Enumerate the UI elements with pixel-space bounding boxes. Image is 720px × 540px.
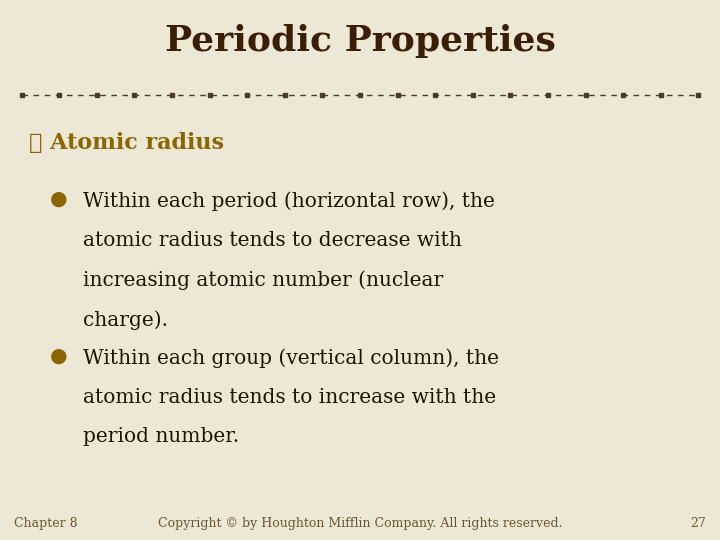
Text: atomic radius tends to decrease with: atomic radius tends to decrease with bbox=[83, 231, 462, 250]
Text: period number.: period number. bbox=[83, 427, 239, 446]
Text: ●: ● bbox=[50, 190, 67, 209]
Text: 27: 27 bbox=[690, 517, 706, 530]
Text: Within each group (vertical column), the: Within each group (vertical column), the bbox=[83, 348, 499, 368]
Text: ●: ● bbox=[50, 347, 67, 366]
Text: Chapter 8: Chapter 8 bbox=[14, 517, 78, 530]
Text: increasing atomic number (nuclear: increasing atomic number (nuclear bbox=[83, 271, 443, 290]
Text: Periodic Properties: Periodic Properties bbox=[165, 24, 555, 58]
Text: Within each period (horizontal row), the: Within each period (horizontal row), the bbox=[83, 192, 495, 211]
Text: atomic radius tends to increase with the: atomic radius tends to increase with the bbox=[83, 388, 496, 407]
Text: ✱ Atomic radius: ✱ Atomic radius bbox=[29, 132, 224, 154]
Text: charge).: charge). bbox=[83, 310, 168, 329]
Text: Copyright © by Houghton Mifflin Company. All rights reserved.: Copyright © by Houghton Mifflin Company.… bbox=[158, 517, 562, 530]
